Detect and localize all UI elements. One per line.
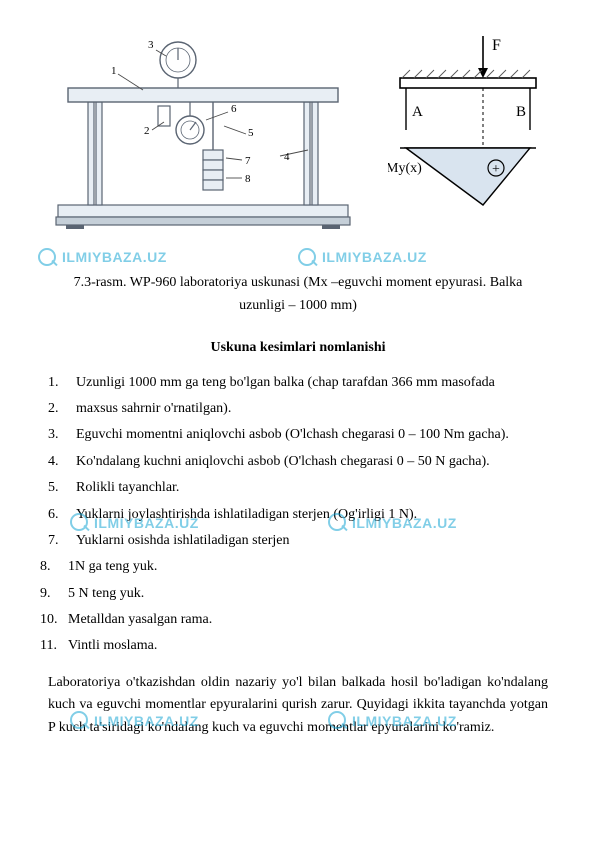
caption-line-1: 7.3-rasm. WP-960 laboratoriya uskunasi (… [48,272,548,294]
callout-8: 8 [245,173,251,185]
list-item: 6.Yuklarni joylashtirishda ishlatiladiga… [48,504,548,526]
callout-7: 7 [245,155,251,167]
list-item: 10.Metalldan yasalgan rama. [48,609,548,631]
caption-line-2: uzunligi – 1000 mm) [48,295,548,317]
point-b: B [516,104,526,120]
list-item: 4.Ko'ndalang kuchni aniqlovchi asbob (O'… [48,451,548,473]
callout-6: 6 [231,103,237,115]
numbered-list: 1.Uzunligi 1000 mm ga teng bo'lgan balka… [48,372,548,658]
list-item: 3.Eguvchi momentni aniqlovchi asbob (O'l… [48,424,548,446]
force-label: F [492,37,501,54]
device-illustration: 1 3 2 4 5 6 7 8 [48,30,358,238]
callout-5: 5 [248,127,254,139]
list-item: 1.Uzunligi 1000 mm ga teng bo'lgan balka… [48,372,548,394]
callout-3: 3 [148,39,154,51]
magnifier-icon [298,248,318,268]
moment-diagram: F A B [388,30,548,238]
list-item: 8.1N ga teng yuk. [48,556,548,578]
point-a: A [412,104,423,120]
list-item: 2.maxsus sahrnir o'rnatilgan). [48,398,548,420]
callout-1: 1 [111,65,117,77]
list-item: 7.Yuklarni osishda ishlatiladigan sterje… [48,530,548,552]
plus-sign: + [492,162,500,177]
callout-2: 2 [144,125,150,137]
callout-4: 4 [284,151,290,163]
watermark-text: ILMIYBAZA.UZ [62,246,167,268]
figure-area: 1 3 2 4 5 6 7 8 F [48,30,548,238]
watermark-row-1: ILMIYBAZA.UZ ILMIYBAZA.UZ [48,246,548,270]
list-item: 9.5 N teng yuk. [48,583,548,605]
paragraph: Laboratoriya o'tkazishdan oldin nazariy … [48,672,548,739]
list-item: 11.Vintli moslama. [48,635,548,657]
section-title: Uskuna kesimlari nomlanishi [48,337,548,359]
list-item: 5.Rolikli tayanchlar. [48,477,548,499]
watermark-text: ILMIYBAZA.UZ [322,246,427,268]
moment-label: My(x) [388,161,422,176]
figure-caption: 7.3-rasm. WP-960 laboratoriya uskunasi (… [48,272,548,317]
magnifier-icon [38,248,58,268]
